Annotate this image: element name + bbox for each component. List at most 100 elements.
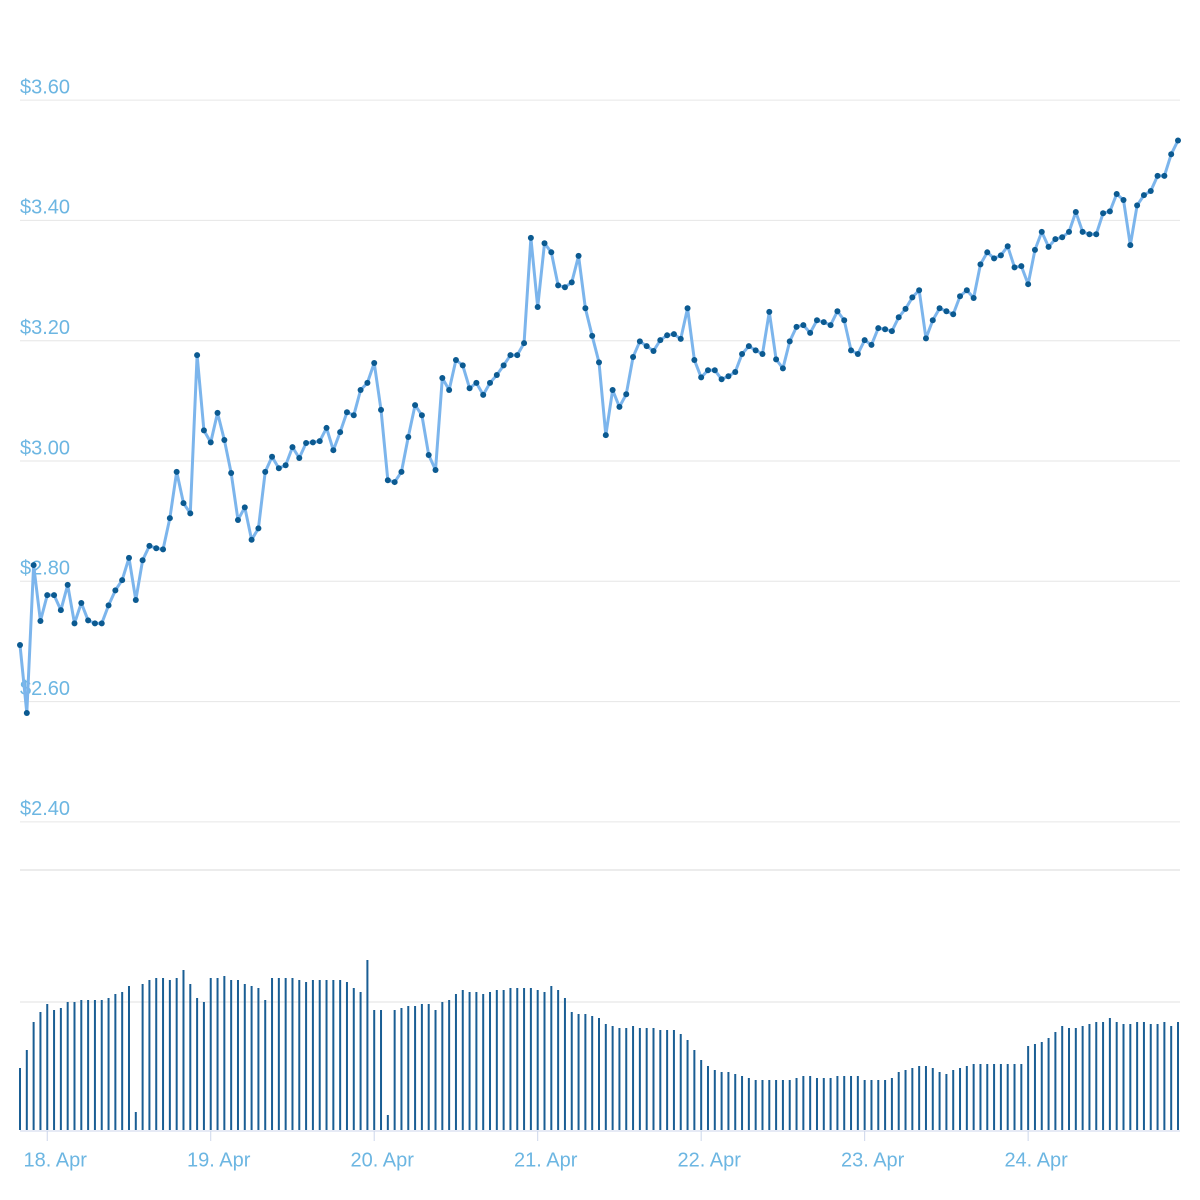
price-point	[779, 365, 786, 372]
volume-bar	[475, 992, 478, 1130]
volume-bar	[1115, 1022, 1118, 1130]
volume-bar	[959, 1068, 962, 1130]
price-point	[664, 332, 671, 339]
volume-bar	[332, 980, 335, 1130]
volume-bar	[999, 1064, 1002, 1130]
price-point	[432, 467, 439, 474]
price-point	[64, 581, 71, 588]
volume-bar	[509, 988, 512, 1130]
price-point	[85, 617, 92, 624]
volume-bar	[741, 1076, 744, 1130]
price-point	[194, 352, 201, 359]
price-point	[820, 319, 827, 326]
price-point	[1113, 190, 1120, 197]
volume-bar	[863, 1080, 866, 1130]
price-point	[684, 305, 691, 312]
volume-bar	[604, 1024, 607, 1130]
volume-bar	[529, 988, 532, 1130]
volume-bar	[713, 1070, 716, 1130]
volume-bar	[516, 988, 519, 1130]
volume-bar	[938, 1072, 941, 1130]
volume-bar	[1136, 1022, 1139, 1130]
volume-bar	[46, 1004, 49, 1130]
price-point	[17, 642, 23, 649]
price-point	[418, 412, 425, 419]
price-point	[589, 332, 596, 339]
volume-bar	[1177, 1022, 1179, 1130]
price-point	[343, 409, 350, 416]
volume-bar	[216, 978, 219, 1130]
price-point	[105, 602, 112, 609]
y-tick-label: $3.00	[20, 437, 70, 459]
price-point	[207, 439, 214, 446]
volume-bar	[202, 1002, 205, 1130]
volume-bar	[53, 1010, 56, 1130]
x-tick-label: 23. Apr	[841, 1149, 905, 1171]
price-point	[153, 545, 160, 552]
price-point	[636, 338, 643, 345]
volume-bar	[727, 1072, 730, 1130]
volume-bar	[1081, 1026, 1084, 1130]
volume-bar	[918, 1066, 921, 1130]
price-point	[200, 427, 207, 434]
volume-bar	[359, 992, 362, 1130]
price-point	[1066, 228, 1073, 235]
volume-bar	[230, 980, 233, 1130]
volume-bar	[182, 970, 185, 1130]
volume-bar	[598, 1018, 600, 1130]
price-point	[1038, 228, 1045, 235]
price-point	[725, 373, 732, 380]
price-point	[1106, 208, 1113, 215]
price-point	[37, 618, 44, 624]
price-point	[78, 599, 85, 606]
volume-bar	[1156, 1024, 1159, 1130]
price-point	[548, 249, 555, 256]
volume-bar	[795, 1078, 798, 1130]
volume-bar	[291, 978, 294, 1130]
price-point	[643, 343, 650, 350]
volume-bar	[1074, 1028, 1077, 1130]
volume-bar	[127, 986, 130, 1130]
volume-bar	[693, 1050, 696, 1130]
volume-bar	[720, 1072, 723, 1130]
volume-bar	[666, 1030, 669, 1130]
price-point	[350, 412, 357, 419]
price-point	[997, 252, 1004, 259]
price-point	[1025, 281, 1032, 288]
volume-bar	[502, 990, 505, 1130]
price-point	[977, 261, 984, 268]
volume-bar	[1088, 1024, 1091, 1130]
volume-bar	[25, 1050, 28, 1130]
y-tick-label: $3.20	[20, 317, 70, 339]
price-point	[371, 359, 378, 366]
volume-bar	[652, 1028, 655, 1130]
price-point	[963, 287, 970, 294]
price-point	[146, 542, 153, 549]
y-tick-label: $2.40	[20, 798, 70, 820]
volume-bar	[66, 1002, 69, 1130]
price-point	[800, 322, 807, 329]
volume-bar	[550, 986, 553, 1130]
volume-bar	[284, 978, 287, 1130]
volume-bar	[243, 984, 246, 1130]
volume-bar	[87, 1000, 90, 1130]
price-point	[841, 317, 848, 324]
price-point	[650, 347, 657, 354]
volume-bar	[645, 1028, 648, 1130]
price-point	[514, 352, 521, 359]
volume-bar	[659, 1030, 662, 1130]
volume-bar	[373, 1010, 376, 1130]
volume-bar	[761, 1080, 764, 1130]
price-point	[929, 317, 936, 324]
y-tick-label: $2.80	[20, 558, 70, 580]
price-point	[711, 367, 718, 374]
volume-bar	[345, 982, 348, 1130]
price-point	[561, 284, 568, 291]
price-point	[1079, 228, 1086, 235]
price-point	[1072, 209, 1079, 216]
price-point	[439, 375, 446, 382]
price-point	[916, 287, 923, 294]
volume-bar	[19, 1068, 21, 1130]
price-line	[18, 139, 1180, 715]
price-point	[813, 317, 820, 324]
